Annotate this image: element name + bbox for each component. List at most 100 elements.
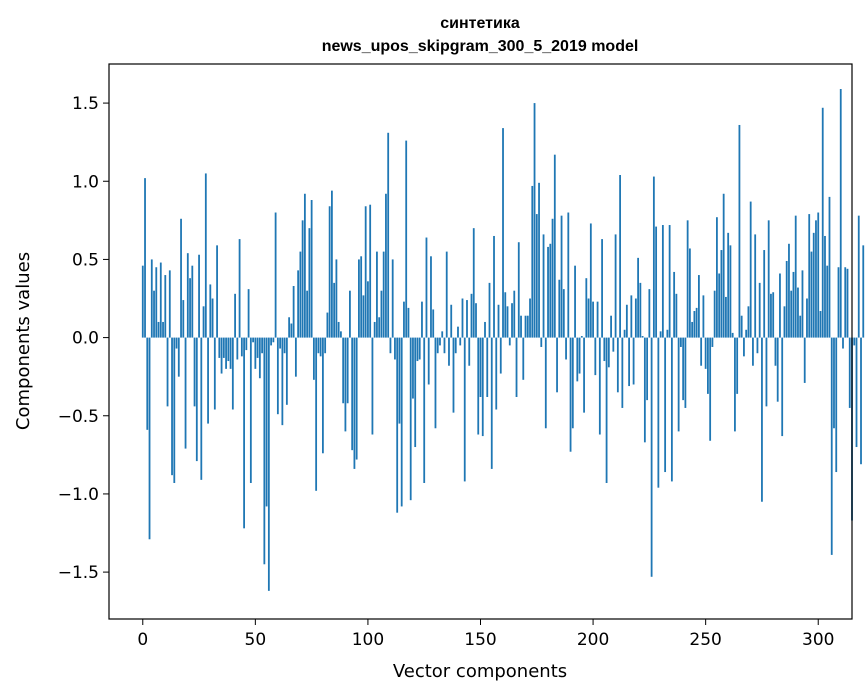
bar — [855, 337, 858, 448]
bar — [601, 239, 603, 338]
bar — [337, 321, 340, 338]
bar — [378, 317, 381, 338]
bar — [150, 259, 153, 338]
bar — [146, 337, 149, 430]
bar — [184, 337, 187, 449]
bar — [461, 298, 464, 338]
bar — [168, 270, 171, 338]
x-tick-label: 100 — [352, 630, 384, 650]
bar — [475, 303, 477, 338]
bar — [292, 286, 295, 338]
bar — [360, 256, 363, 338]
bar — [373, 321, 376, 338]
bar — [806, 298, 808, 338]
bar — [709, 337, 712, 441]
bar — [308, 228, 311, 338]
bar — [141, 265, 144, 338]
bar — [596, 301, 599, 338]
bar — [682, 337, 685, 401]
bar — [743, 337, 745, 357]
bar — [227, 337, 230, 362]
bar — [416, 337, 419, 362]
bar — [585, 278, 588, 338]
bar — [574, 265, 576, 338]
bar — [186, 253, 189, 338]
bar — [153, 290, 155, 338]
bar — [439, 337, 441, 346]
bar — [549, 243, 552, 338]
bar — [484, 321, 486, 338]
bar — [193, 337, 196, 407]
bar — [862, 245, 865, 338]
bar — [605, 337, 608, 483]
bar — [231, 337, 234, 410]
bar — [463, 337, 466, 482]
x-axis: 0 50 100 150 200 250 300 — [137, 619, 834, 650]
bar — [454, 337, 457, 354]
bar — [540, 337, 543, 347]
bar — [551, 218, 554, 338]
bar — [396, 337, 399, 513]
bar — [828, 196, 831, 338]
bar — [716, 217, 718, 338]
bar — [731, 332, 734, 338]
bar — [173, 337, 176, 483]
bar — [243, 337, 245, 529]
bar — [362, 295, 365, 338]
bar — [738, 124, 741, 338]
chart-title-line1: синтетика — [440, 15, 520, 32]
bar — [628, 337, 631, 387]
bar — [504, 292, 507, 338]
bar — [643, 337, 646, 443]
bar — [558, 279, 561, 338]
bar — [502, 128, 504, 338]
bar — [670, 337, 673, 482]
bar — [466, 300, 468, 338]
bar — [587, 298, 590, 338]
bar — [351, 337, 354, 451]
bar — [722, 193, 725, 338]
bar — [684, 337, 687, 408]
bar — [245, 337, 248, 351]
bar — [144, 178, 146, 338]
bar — [200, 337, 203, 480]
bar — [727, 232, 730, 338]
bar — [772, 292, 775, 338]
bar — [418, 337, 421, 360]
bar — [562, 289, 565, 338]
bar — [407, 307, 410, 338]
x-tick-label: 150 — [464, 630, 496, 650]
y-tick-label: −1.0 — [58, 485, 99, 505]
bar — [848, 337, 851, 408]
bar — [191, 265, 194, 338]
bar — [801, 270, 804, 338]
bar — [533, 103, 536, 338]
bar — [400, 337, 403, 507]
bar — [765, 337, 768, 407]
bar — [704, 337, 707, 369]
bar — [479, 337, 482, 397]
bar — [294, 337, 297, 377]
bar — [409, 337, 412, 501]
bar — [303, 193, 306, 338]
bar — [213, 337, 216, 410]
bar — [697, 275, 700, 338]
bar — [569, 337, 572, 452]
bar — [763, 250, 766, 338]
bar — [619, 175, 621, 338]
bar — [826, 265, 829, 338]
bar — [263, 337, 266, 565]
bar — [702, 295, 705, 338]
bar — [803, 337, 806, 383]
bar — [369, 204, 372, 338]
x-axis-label: Vector components — [393, 661, 567, 682]
bar — [238, 239, 241, 338]
bar — [785, 260, 788, 338]
y-axis-label: Components values — [13, 252, 34, 430]
bar — [177, 337, 180, 377]
bar — [267, 337, 270, 591]
bar — [673, 271, 676, 338]
bar — [315, 337, 318, 491]
bar — [448, 337, 450, 366]
bar — [664, 337, 667, 473]
